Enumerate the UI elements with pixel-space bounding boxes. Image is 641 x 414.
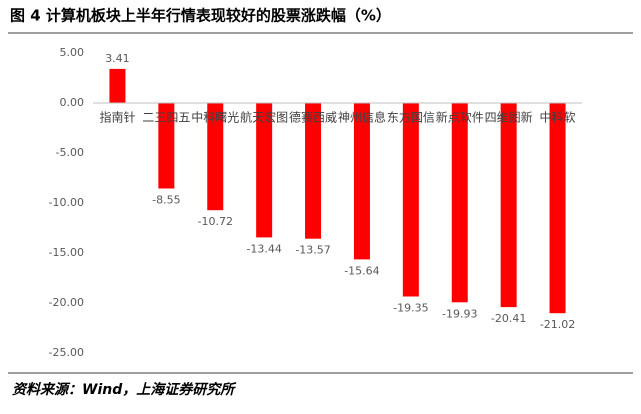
bar	[207, 103, 224, 211]
bar	[402, 103, 419, 297]
x-tick-label: 航天宏图	[240, 110, 288, 125]
x-tick-label: 中科软	[540, 110, 576, 125]
bar	[109, 68, 126, 103]
x-tick-label: 二三四五	[142, 111, 190, 125]
x-tick-label: 神州信息	[338, 110, 386, 125]
y-tick-label: -5.00	[56, 146, 84, 159]
bar	[451, 103, 468, 303]
value-label: -8.55	[152, 194, 180, 207]
value-label: -19.35	[393, 302, 428, 315]
value-label: -15.64	[344, 264, 379, 277]
value-label: -21.02	[540, 318, 575, 331]
value-label: -13.44	[246, 242, 281, 255]
source-note: 资料来源：Wind，上海证券研究所	[12, 381, 237, 398]
y-tick-label: 0.00	[60, 96, 85, 109]
value-label: -13.57	[295, 244, 330, 257]
bar	[158, 103, 175, 189]
bar	[256, 103, 273, 238]
y-tick-label: 5.00	[60, 46, 85, 59]
x-tick-label: 指南针	[99, 110, 135, 125]
bar	[500, 103, 517, 308]
value-label: -10.72	[198, 215, 233, 228]
x-tick-label: 四维图新	[485, 110, 533, 125]
x-tick-label: 中科曙光	[191, 110, 239, 125]
bar	[549, 103, 566, 314]
chart-title: 图 4 计算机板块上半年行情表现较好的股票涨跌幅（%）	[10, 7, 391, 25]
value-label: 3.41	[105, 52, 130, 65]
value-label: -20.41	[491, 312, 526, 325]
y-tick-label: -20.00	[49, 296, 84, 309]
y-tick-label: -25.00	[49, 346, 84, 359]
value-label: -19.93	[442, 307, 477, 320]
x-tick-label: 新点软件	[436, 110, 484, 125]
bar	[305, 103, 322, 239]
y-tick-label: -15.00	[49, 246, 84, 259]
x-tick-label: 德赛西威	[289, 110, 337, 125]
x-tick-label: 东方国信	[387, 110, 435, 125]
y-tick-label: -10.00	[49, 196, 84, 209]
bar	[353, 103, 370, 260]
